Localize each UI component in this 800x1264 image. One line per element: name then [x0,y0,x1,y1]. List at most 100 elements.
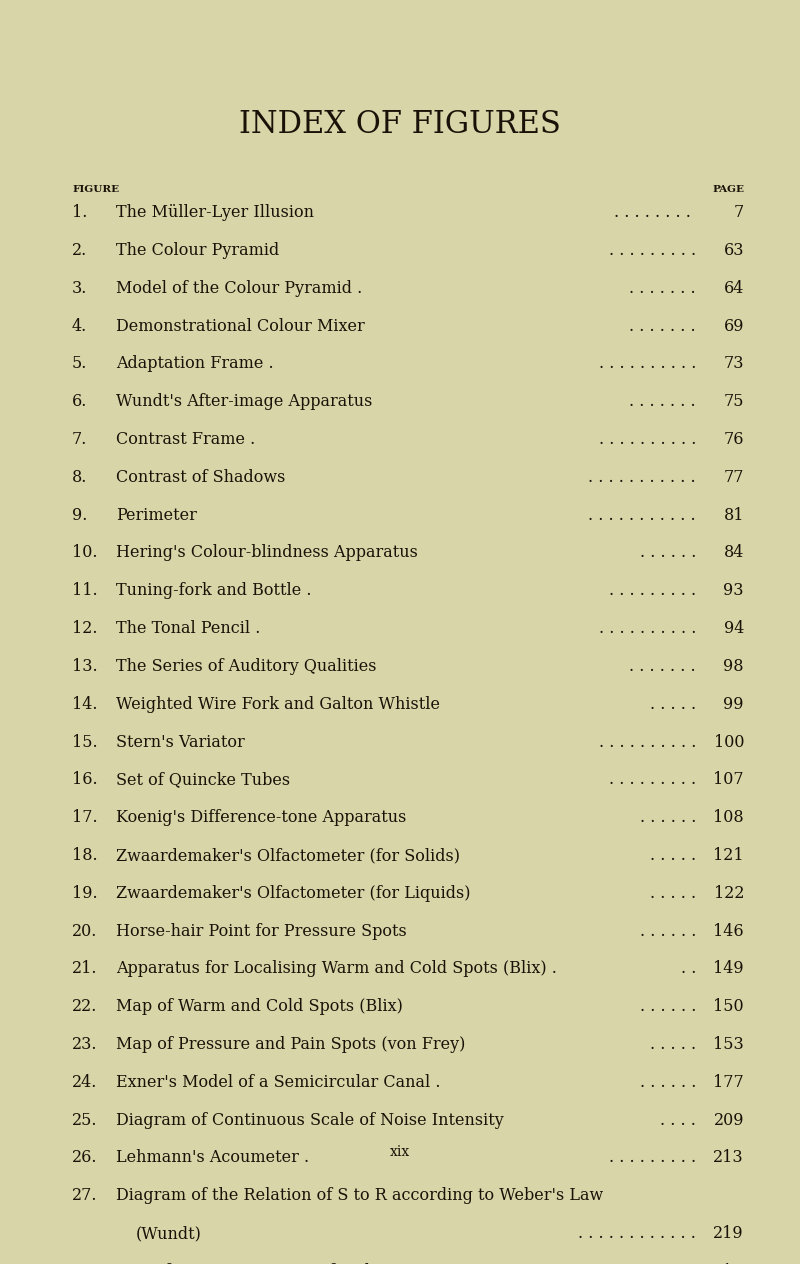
Text: Hering's Colour-blindness Apparatus: Hering's Colour-blindness Apparatus [116,545,418,561]
Text: . . . . . . . .: . . . . . . . . [614,205,696,221]
Text: . . . . . .: . . . . . . [640,809,696,827]
Text: 107: 107 [714,771,744,789]
Text: 99: 99 [723,695,744,713]
Text: 25.: 25. [72,1111,98,1129]
Text: . . . . . . .: . . . . . . . [630,279,696,297]
Text: 94: 94 [724,621,744,637]
Text: 213: 213 [714,1149,744,1167]
Text: 122: 122 [714,885,744,901]
Text: 26.: 26. [72,1149,98,1167]
Text: . . . . . .: . . . . . . [640,545,696,561]
Text: 81: 81 [723,507,744,523]
Text: 13.: 13. [72,657,98,675]
Text: 98: 98 [723,657,744,675]
Text: Stern's Variator: Stern's Variator [116,733,245,751]
Text: . . . . . . . . . .: . . . . . . . . . . [598,355,696,373]
Text: 20.: 20. [72,923,98,939]
Text: Adaptation Frame .: Adaptation Frame . [116,355,274,373]
Text: Weighted Wire Fork and Galton Whistle: Weighted Wire Fork and Galton Whistle [116,695,440,713]
Text: 22.: 22. [72,999,98,1015]
Text: . . . . . . . . . . .: . . . . . . . . . . . [588,507,696,523]
Text: 121: 121 [714,847,744,863]
Text: 73: 73 [723,355,744,373]
Text: . . . . .: . . . . . [650,695,696,713]
Text: 24.: 24. [72,1074,98,1091]
Text: . . . . . .: . . . . . . [640,999,696,1015]
Text: . . . . . . . . . . . .: . . . . . . . . . . . . [578,1225,696,1243]
Text: Lehmann's Acoumeter .: Lehmann's Acoumeter . [116,1149,309,1167]
Text: The Colour Pyramid: The Colour Pyramid [116,241,279,259]
Text: . . . . .: . . . . . [650,885,696,901]
Text: INDEX OF FIGURES: INDEX OF FIGURES [239,109,561,139]
Text: Apparatus for Localising Warm and Cold Spots (Blix) .: Apparatus for Localising Warm and Cold S… [116,961,557,977]
Text: Demonstrational Colour Mixer: Demonstrational Colour Mixer [116,317,365,335]
Text: The Series of Auditory Qualities: The Series of Auditory Qualities [116,657,377,675]
Text: 7: 7 [734,205,744,221]
Text: 84: 84 [724,545,744,561]
Text: . . . . . . . . .: . . . . . . . . . [609,771,696,789]
Text: FIGURE: FIGURE [72,185,119,193]
Text: Zwaardemaker's Olfactometer (for Liquids): Zwaardemaker's Olfactometer (for Liquids… [116,885,470,901]
Text: 69: 69 [723,317,744,335]
Text: 23.: 23. [72,1036,98,1053]
Text: 77: 77 [723,469,744,485]
Text: 21.: 21. [72,961,98,977]
Text: (Wundt): (Wundt) [136,1225,202,1243]
Text: The Tonal Pencil .: The Tonal Pencil . [116,621,260,637]
Text: 150: 150 [714,999,744,1015]
Text: . . . . .: . . . . . [650,1036,696,1053]
Text: Model of the Colour Pyramid .: Model of the Colour Pyramid . [116,279,362,297]
Text: 4.: 4. [72,317,87,335]
Text: 75: 75 [723,393,744,411]
Text: 149: 149 [714,961,744,977]
Text: . . . . . .: . . . . . . [640,1074,696,1091]
Text: 12.: 12. [72,621,98,637]
Text: Horse-hair Point for Pressure Spots: Horse-hair Point for Pressure Spots [116,923,406,939]
Text: . . . . . . . . .: . . . . . . . . . [609,1149,696,1167]
Text: 64: 64 [724,279,744,297]
Text: Contrast Frame .: Contrast Frame . [116,431,255,447]
Text: 100: 100 [714,733,744,751]
Text: 5.: 5. [72,355,87,373]
Text: 209: 209 [714,1111,744,1129]
Text: 2.: 2. [72,241,87,259]
Text: . . . . . . . . . .: . . . . . . . . . . [598,733,696,751]
Text: 76: 76 [723,431,744,447]
Text: The Müller-Lyer Illusion: The Müller-Lyer Illusion [116,205,314,221]
Text: 14.: 14. [72,695,98,713]
Text: 146: 146 [714,923,744,939]
Text: Zwaardemaker's Olfactometer (for Solids): Zwaardemaker's Olfactometer (for Solids) [116,847,460,863]
Text: . . . . . . .: . . . . . . . [630,393,696,411]
Text: . . . . . . .: . . . . . . . [630,317,696,335]
Text: 63: 63 [723,241,744,259]
Text: 108: 108 [714,809,744,827]
Text: 9.: 9. [72,507,87,523]
Text: Contrast of Shadows: Contrast of Shadows [116,469,286,485]
Text: 153: 153 [714,1036,744,1053]
Text: . . . . . . . . . .: . . . . . . . . . . [598,621,696,637]
Text: Perimeter: Perimeter [116,507,197,523]
Text: Diagram of Continuous Scale of Noise Intensity: Diagram of Continuous Scale of Noise Int… [116,1111,504,1129]
Text: 93: 93 [723,583,744,599]
Text: 6.: 6. [72,393,87,411]
Text: Map of Pressure and Pain Spots (von Frey): Map of Pressure and Pain Spots (von Frey… [116,1036,466,1053]
Text: . . . . . .: . . . . . . [640,923,696,939]
Text: 10.: 10. [72,545,98,561]
Text: . . . . . . . . .: . . . . . . . . . [609,583,696,599]
Text: 11.: 11. [72,583,98,599]
Text: Tuning-fork and Bottle .: Tuning-fork and Bottle . [116,583,311,599]
Text: 1.: 1. [72,205,87,221]
Text: 16.: 16. [72,771,98,789]
Text: Map of Warm and Cold Spots (Blix): Map of Warm and Cold Spots (Blix) [116,999,403,1015]
Text: . . . . . . .: . . . . . . . [630,657,696,675]
Text: 177: 177 [714,1074,744,1091]
Text: . . . . . . . . .: . . . . . . . . . [609,241,696,259]
Text: Koenig's Difference-tone Apparatus: Koenig's Difference-tone Apparatus [116,809,406,827]
Text: 3.: 3. [72,279,87,297]
Text: 19.: 19. [72,885,98,901]
Text: 18.: 18. [72,847,98,863]
Text: 219: 219 [714,1225,744,1243]
Text: 8.: 8. [72,469,87,485]
Text: xix: xix [390,1145,410,1159]
Text: 27.: 27. [72,1187,98,1205]
